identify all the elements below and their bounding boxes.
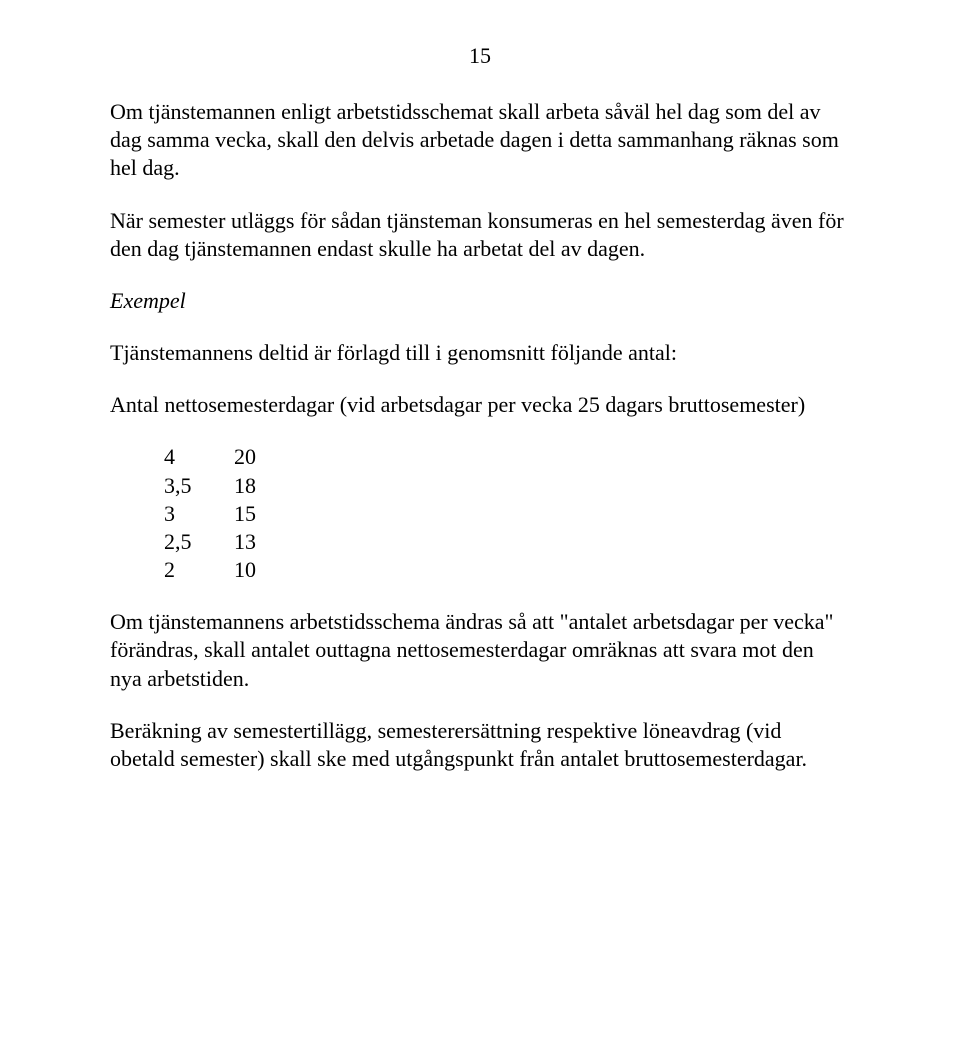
page-number: 15 xyxy=(110,42,850,70)
table-row: 3 15 xyxy=(164,500,270,528)
table-cell-right: 10 xyxy=(234,556,270,584)
table-row: 4 20 xyxy=(164,443,270,471)
paragraph-6: Om tjänstemannens arbetstidsschema ändra… xyxy=(110,608,850,692)
paragraph-5: Antal nettosemesterdagar (vid arbetsdaga… xyxy=(110,391,850,419)
table-row: 3,5 18 xyxy=(164,472,270,500)
table-cell-left: 2 xyxy=(164,556,234,584)
document-page: 15 Om tjänstemannen enligt arbetstidssch… xyxy=(0,0,960,1058)
paragraph-7: Beräkning av semestertillägg, semesterer… xyxy=(110,717,850,773)
table-cell-right: 13 xyxy=(234,528,270,556)
table-cell-left: 2,5 xyxy=(164,528,234,556)
table-cell-left: 3 xyxy=(164,500,234,528)
paragraph-4: Tjänstemannens deltid är förlagd till i … xyxy=(110,339,850,367)
paragraph-1: Om tjänstemannen enligt arbetstidsschema… xyxy=(110,98,850,182)
table-cell-right: 15 xyxy=(234,500,270,528)
table-cell-left: 3,5 xyxy=(164,472,234,500)
table-cell-right: 18 xyxy=(234,472,270,500)
table-row: 2,5 13 xyxy=(164,528,270,556)
table-cell-right: 20 xyxy=(234,443,270,471)
paragraph-2: När semester utläggs för sådan tjänstema… xyxy=(110,207,850,263)
netto-semesterdagar-table: 4 20 3,5 18 3 15 2,5 13 2 10 xyxy=(164,443,270,584)
table-row: 2 10 xyxy=(164,556,270,584)
table-cell-left: 4 xyxy=(164,443,234,471)
example-heading: Exempel xyxy=(110,287,850,315)
